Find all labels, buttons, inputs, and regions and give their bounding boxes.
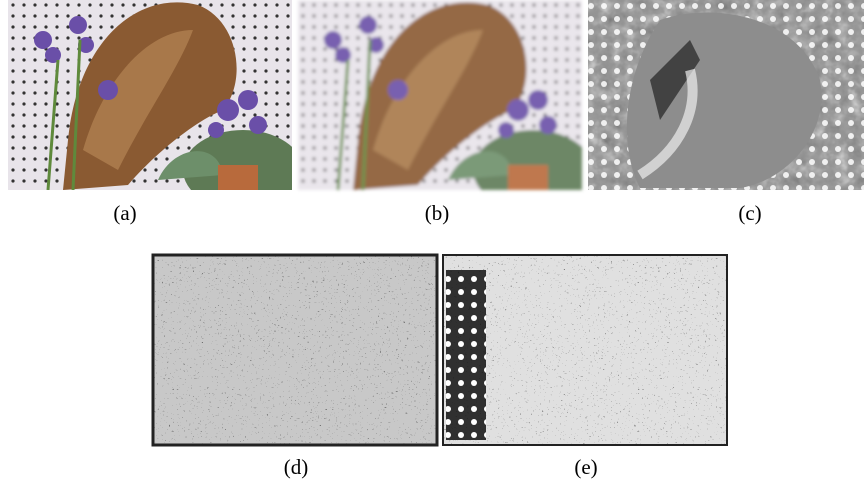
panel-label: (c) <box>738 201 761 225</box>
panel-label: (b) <box>425 201 450 225</box>
panel-label: (d) <box>284 455 309 479</box>
panel-b-image <box>298 0 593 210</box>
panel-c-image <box>588 0 864 190</box>
figure: (a) (b) (c) (d) (e) <box>0 0 866 484</box>
panel-e-image <box>443 255 727 445</box>
panel-label: (a) <box>113 201 136 225</box>
panel-a-image <box>8 0 303 210</box>
panel-d-image <box>153 255 437 445</box>
panel-label: (e) <box>574 455 597 479</box>
